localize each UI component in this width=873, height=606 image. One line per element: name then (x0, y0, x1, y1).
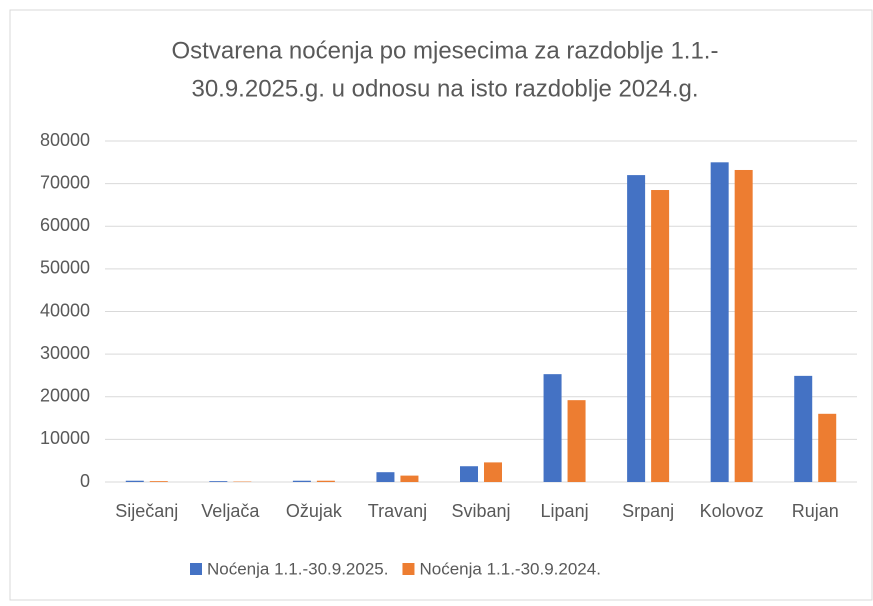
legend-swatch (402, 563, 414, 575)
bar (818, 414, 836, 482)
y-tick-label: 20000 (40, 386, 90, 406)
x-tick-label: Travanj (368, 501, 427, 521)
bar (651, 190, 669, 482)
bar (209, 481, 227, 482)
y-tick-label: 70000 (40, 172, 90, 192)
bar (735, 170, 753, 482)
x-tick-label: Veljača (201, 501, 260, 521)
x-tick-label: Kolovoz (700, 501, 764, 521)
bar (293, 481, 311, 482)
legend-label: Noćenja 1.1.-30.9.2024. (419, 559, 600, 578)
bar (126, 481, 144, 482)
x-tick-label: Siječanj (115, 501, 178, 521)
bar (400, 476, 418, 482)
y-tick-label: 80000 (40, 130, 90, 150)
y-tick-label: 10000 (40, 428, 90, 448)
y-tick-label: 60000 (40, 215, 90, 235)
x-tick-label: Ožujak (286, 501, 343, 521)
bar (627, 175, 645, 482)
bar (568, 400, 586, 482)
bar (711, 162, 729, 482)
legend-label: Noćenja 1.1.-30.9.2025. (207, 559, 388, 578)
bar (317, 481, 335, 482)
x-tick-label: Srpanj (622, 501, 674, 521)
bar (794, 376, 812, 482)
bar (376, 472, 394, 482)
y-tick-label: 0 (80, 471, 90, 491)
y-tick-label: 30000 (40, 343, 90, 363)
bar (150, 481, 168, 482)
x-tick-label: Svibanj (451, 501, 510, 521)
bar (484, 462, 502, 482)
chart-title: 30.9.2025.g. u odnosu na isto razdoblje … (191, 75, 698, 102)
x-tick-label: Rujan (792, 501, 839, 521)
x-tick-label: Lipanj (541, 501, 589, 521)
legend-swatch (190, 563, 202, 575)
chart-title: Ostvarena noćenja po mjesecima za razdob… (172, 37, 719, 64)
y-tick-label: 40000 (40, 300, 90, 320)
bar (460, 466, 478, 482)
bar (544, 374, 562, 482)
y-tick-label: 50000 (40, 258, 90, 278)
